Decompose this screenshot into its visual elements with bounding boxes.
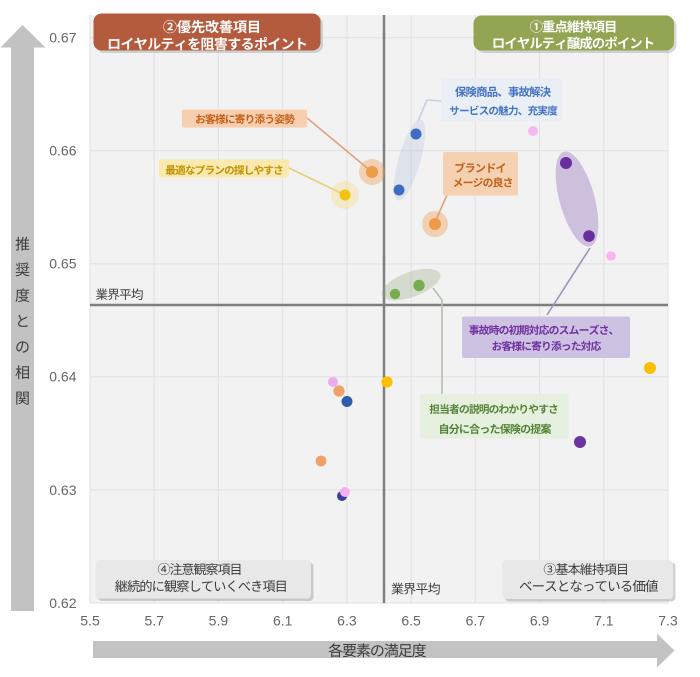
svg-text:7.1: 7.1	[594, 613, 614, 629]
svg-text:5.9: 5.9	[209, 613, 229, 629]
svg-text:5.5: 5.5	[80, 613, 100, 629]
svg-text:7.3: 7.3	[658, 613, 678, 629]
svg-text:5.7: 5.7	[144, 613, 164, 629]
svg-text:0.62: 0.62	[49, 595, 76, 611]
svg-text:0.63: 0.63	[49, 482, 76, 498]
svg-text:6.5: 6.5	[401, 613, 421, 629]
svg-text:6.7: 6.7	[466, 613, 486, 629]
svg-text:6.3: 6.3	[337, 613, 357, 629]
svg-text:0.65: 0.65	[49, 256, 76, 272]
svg-text:6.9: 6.9	[530, 613, 550, 629]
svg-text:0.64: 0.64	[49, 369, 76, 385]
svg-text:6.1: 6.1	[273, 613, 293, 629]
svg-text:0.66: 0.66	[49, 143, 76, 159]
svg-text:0.67: 0.67	[49, 30, 76, 46]
